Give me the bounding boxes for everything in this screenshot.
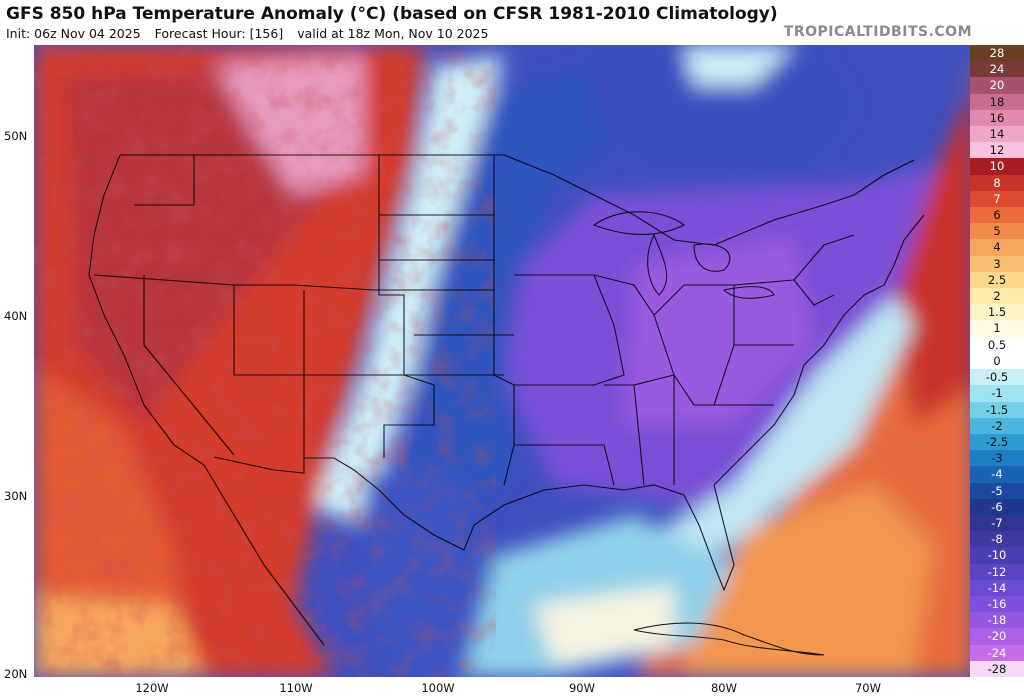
cuba-outline	[633, 622, 825, 656]
colorbar-level: -4	[970, 466, 1024, 483]
colorbar-level: -10	[970, 547, 1024, 564]
colorbar-level: -12	[970, 563, 1024, 580]
lon-label-100w: 100W	[421, 681, 455, 695]
lon-label-110w: 110W	[279, 681, 313, 695]
colorbar-level: -2.5	[970, 433, 1024, 451]
lat-label-40n: 40N	[4, 309, 28, 323]
state-line	[379, 214, 514, 336]
valid-time: valid at 18z Mon, Nov 10 2025	[297, 26, 489, 41]
colorbar-level: 4	[970, 239, 1024, 256]
colorbar-level: -8	[970, 531, 1024, 548]
state-line	[793, 234, 855, 306]
west-coastline	[88, 154, 325, 646]
colorbar-level: 10	[970, 158, 1024, 175]
longitude-axis: 120W 110W 100W 90W 80W 70W	[34, 677, 970, 696]
colorbar-level: 0	[970, 352, 1024, 370]
init-time: Init: 06z Nov 04 2025	[6, 26, 141, 41]
colorbar-level: 24	[970, 61, 1024, 78]
east-coastline	[713, 214, 925, 486]
colorbar-level: -18	[970, 612, 1024, 629]
colorbar-level: -24	[970, 644, 1024, 661]
us-canada-border	[120, 154, 915, 246]
header: GFS 850 hPa Temperature Anomaly (°C) (ba…	[0, 0, 1024, 46]
colorbar-level: -5	[970, 482, 1024, 499]
colorbar-level: 5	[970, 223, 1024, 240]
temperature-anomaly-map	[34, 45, 970, 677]
lon-label-120w: 120W	[135, 681, 169, 695]
colorbar-legend: 28 24 20 18 16 14 12 10 8 7 6 5 4 3 2.5 2 1.5 1 0.5 0 -0.5 -1…	[970, 45, 1024, 677]
lon-label-70w: 70W	[854, 681, 882, 695]
great-lake	[592, 211, 686, 235]
caribbean-neutral	[534, 585, 674, 665]
colorbar-level: -6	[970, 498, 1024, 515]
source-watermark: TROPICALTIDBITS.COM	[783, 24, 972, 40]
map-svg	[34, 45, 970, 677]
colorbar-level: -0.5	[970, 369, 1024, 386]
blue-band	[404, 65, 674, 545]
colorbar-level: 1.5	[970, 304, 1024, 321]
latitude-axis: 50N 40N 30N 20N	[0, 45, 34, 681]
colorbar-level: 16	[970, 109, 1024, 127]
colorbar-level: -3	[970, 450, 1024, 467]
state-line	[93, 274, 494, 291]
lat-label-50n: 50N	[4, 129, 28, 143]
colorbar-level: 12	[970, 142, 1024, 159]
colorbar-level: 20	[970, 77, 1024, 94]
lat-label-20n: 20N	[4, 667, 28, 681]
colorbar-level: -1.5	[970, 401, 1024, 418]
canada-cold	[594, 45, 854, 185]
colorbar-level: 2	[970, 288, 1024, 305]
map-title: GFS 850 hPa Temperature Anomaly (°C) (ba…	[6, 4, 778, 24]
lon-label-80w: 80W	[710, 681, 738, 695]
colorbar-level: -14	[970, 579, 1024, 596]
colorbar-level: -16	[970, 595, 1024, 613]
political-boundaries	[88, 154, 925, 656]
forecast-hour: Forecast Hour: [156]	[154, 26, 284, 41]
colorbar-level: -28	[970, 660, 1024, 677]
hudson-bay-light	[684, 45, 794, 85]
great-lake	[722, 286, 775, 299]
state-line	[593, 274, 795, 406]
colorbar-level: 7	[970, 190, 1024, 208]
colorbar-level: 28	[970, 45, 1024, 62]
lat-label-30n: 30N	[4, 489, 28, 503]
warm-atlantic-south	[684, 485, 934, 677]
colorbar-level: 14	[970, 126, 1024, 143]
colorbar-level: -1	[970, 385, 1024, 402]
colorbar-level: -20	[970, 628, 1024, 645]
colorbar-level: -7	[970, 514, 1024, 532]
gulf-coastline	[463, 484, 735, 592]
state-line	[378, 155, 435, 458]
great-lake	[647, 233, 668, 296]
colorbar-level: 2.5	[970, 271, 1024, 289]
colorbar-level: 18	[970, 93, 1024, 110]
colorbar-level: 8	[970, 174, 1024, 191]
colorbar-level: 0.5	[970, 336, 1024, 353]
terrain-texture	[34, 45, 454, 677]
us-mexico-border	[213, 456, 465, 551]
great-lake	[693, 243, 731, 272]
colorbar-level: 3	[970, 255, 1024, 272]
state-line	[143, 275, 235, 456]
lon-label-90w: 90W	[568, 681, 596, 695]
colorbar-level: 1	[970, 320, 1024, 337]
warm-atlantic-core	[894, 94, 970, 425]
colorbar-level: -2	[970, 417, 1024, 434]
transition-zone-east	[634, 295, 914, 585]
state-line	[134, 155, 195, 206]
state-line	[514, 274, 625, 386]
map-subtitle: Init: 06z Nov 04 2025 Forecast Hour: [15…	[6, 26, 498, 41]
colorbar-level: 6	[970, 207, 1024, 224]
